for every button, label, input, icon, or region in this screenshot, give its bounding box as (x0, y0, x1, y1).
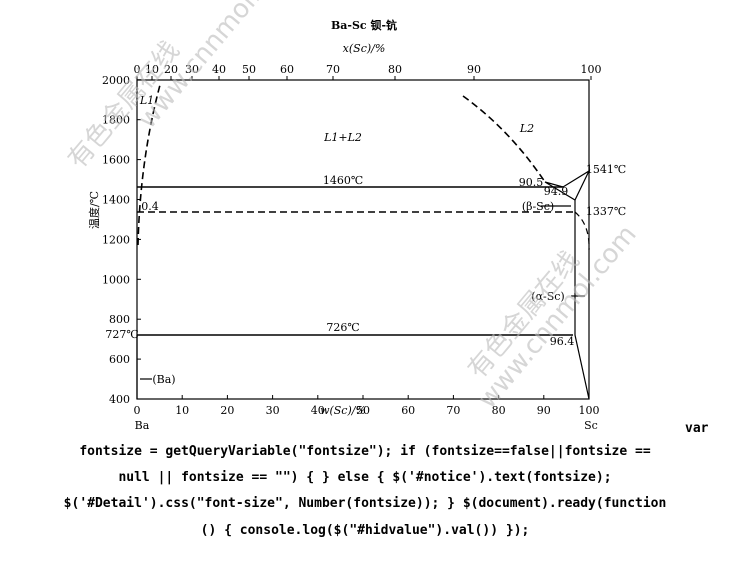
top-tick-label: 10 (145, 63, 159, 76)
code-line: null || fontsize == "") { } else { $('#n… (118, 470, 611, 485)
annotation: 94.9 (544, 185, 569, 198)
code-line: var (685, 421, 709, 436)
annotation: 1337℃ (586, 205, 626, 218)
top-tick-label: 30 (185, 63, 199, 76)
top-tick-label: 100 (581, 63, 602, 76)
top-tick-label: 50 (242, 63, 256, 76)
annotation: (α-Sc) (531, 290, 564, 303)
annotation: L1+L2 (323, 131, 362, 144)
bottom-tick-label: 100 (579, 404, 600, 417)
left-tick-label: 1200 (102, 233, 130, 246)
top-tick-label: 70 (326, 63, 340, 76)
annotation: (Ba) (152, 373, 175, 386)
annotation: 727℃ (105, 328, 138, 341)
annotation: 1541℃ (586, 163, 626, 176)
code-line: fontsize = getQueryVariable("fontsize");… (79, 444, 651, 459)
bottom-tick-label: 10 (175, 404, 189, 417)
annotation: 0.4 (141, 200, 159, 213)
annotation: 1460℃ (323, 174, 363, 187)
code-line: $('#Detail').css("font-size", Number(fon… (64, 496, 667, 511)
bottom-axis-label: w(Sc)/% (320, 404, 366, 417)
left-tick-label: 600 (109, 353, 130, 366)
left-tick-label: 1600 (102, 154, 130, 167)
bottom-tick-label: 40 (311, 404, 325, 417)
bottom-tick-label: 90 (537, 404, 551, 417)
top-tick-label: 80 (388, 63, 402, 76)
annotation: Ba (135, 419, 150, 432)
bottom-tick-label: 30 (266, 404, 280, 417)
annotation: L2 (519, 122, 534, 135)
top-axis-label: x(Sc)/% (343, 42, 386, 55)
left-tick-label: 1800 (102, 114, 130, 127)
left-tick-label: 800 (109, 313, 130, 326)
title: Ba-Sc 钡-钪 (331, 18, 397, 32)
bottom-tick-label: 20 (220, 404, 234, 417)
top-tick-label: 90 (467, 63, 481, 76)
annotation: (β-Sc) (522, 200, 554, 213)
left-tick-label: 1000 (102, 273, 130, 286)
annotation: 726℃ (326, 321, 359, 334)
watermark: www.cnnmol.com (472, 220, 642, 415)
top-tick-label: 40 (212, 63, 226, 76)
bottom-tick-label: 0 (134, 404, 141, 417)
left-tick-label: 400 (109, 393, 130, 406)
bottom-tick-label: 80 (492, 404, 506, 417)
annotation: L1 (139, 94, 154, 107)
bottom-tick-label: 50 (356, 404, 370, 417)
top-tick-label: 60 (280, 63, 294, 76)
code-line: () { console.log($("#hidvalue").val()) }… (201, 523, 530, 538)
annotation: Sc (584, 419, 598, 432)
annotation: 90.5 (519, 176, 544, 189)
annotation: 96.4 (550, 335, 575, 348)
top-tick-label: 20 (164, 63, 178, 76)
left-tick-label: 2000 (102, 74, 130, 87)
top-tick-label: 0 (134, 63, 141, 76)
bottom-tick-label: 70 (446, 404, 460, 417)
bottom-tick-label: 60 (401, 404, 415, 417)
left-tick-label: 1400 (102, 194, 130, 207)
left-axis-label: 温度/℃ (87, 191, 101, 229)
